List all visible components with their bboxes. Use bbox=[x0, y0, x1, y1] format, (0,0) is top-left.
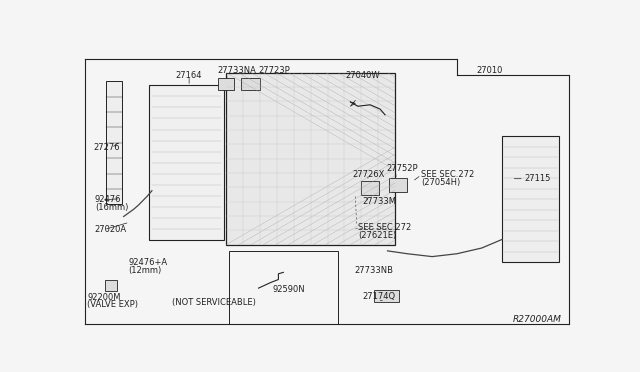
Text: (VALVE EXP): (VALVE EXP) bbox=[88, 300, 138, 309]
Text: 92590N: 92590N bbox=[273, 285, 305, 294]
Text: 27733M: 27733M bbox=[363, 197, 397, 206]
Text: 92476: 92476 bbox=[95, 195, 122, 204]
Bar bbox=[502, 136, 559, 262]
Text: (12mm): (12mm) bbox=[129, 266, 162, 275]
Text: 27723P: 27723P bbox=[259, 67, 291, 76]
Text: 92476+A: 92476+A bbox=[129, 259, 168, 267]
Text: 92200M: 92200M bbox=[88, 293, 121, 302]
Bar bbox=[388, 178, 408, 192]
Text: 27752P: 27752P bbox=[387, 164, 418, 173]
Bar bbox=[150, 85, 224, 240]
Text: 27733NA: 27733NA bbox=[218, 67, 257, 76]
Text: 27020A: 27020A bbox=[95, 225, 127, 234]
Text: 27115: 27115 bbox=[524, 174, 550, 183]
Bar bbox=[361, 181, 379, 195]
Bar bbox=[229, 251, 338, 324]
Text: (16mm): (16mm) bbox=[95, 203, 128, 212]
Bar bbox=[106, 81, 122, 205]
Text: SEE SEC.272: SEE SEC.272 bbox=[358, 223, 411, 232]
Text: 27726X: 27726X bbox=[353, 170, 385, 179]
Text: 27040W: 27040W bbox=[346, 71, 380, 80]
Bar bbox=[241, 78, 260, 90]
Text: 27174Q: 27174Q bbox=[363, 292, 396, 301]
Bar bbox=[374, 290, 399, 302]
Text: (27054H): (27054H) bbox=[421, 178, 461, 187]
Bar bbox=[227, 73, 395, 244]
Text: 27276: 27276 bbox=[94, 143, 120, 152]
Text: 27164: 27164 bbox=[176, 71, 202, 80]
Text: SEE SEC.272: SEE SEC.272 bbox=[421, 170, 474, 179]
Text: (NOT SERVICEABLE): (NOT SERVICEABLE) bbox=[172, 298, 255, 307]
Text: 27010: 27010 bbox=[477, 67, 503, 76]
Bar bbox=[105, 279, 117, 291]
Text: 27733NB: 27733NB bbox=[355, 266, 394, 275]
Text: R27000AM: R27000AM bbox=[513, 315, 562, 324]
Bar bbox=[218, 78, 234, 90]
Text: (27621E): (27621E) bbox=[358, 231, 396, 240]
